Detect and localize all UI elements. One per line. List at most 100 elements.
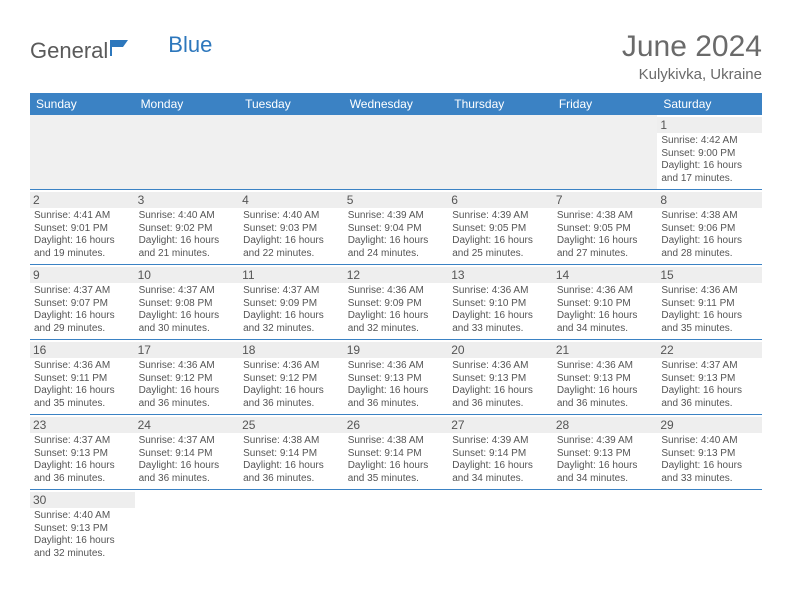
month-title: June 2024 [622,30,762,64]
empty-cell [448,490,553,565]
day-cell: 16 Sunrise: 4:36 AMSunset: 9:11 PMDayligh… [30,340,135,415]
day-number: 21 [553,342,658,358]
day-header-cell: Monday [135,93,240,115]
day-number: 3 [135,192,240,208]
day-number: 7 [553,192,658,208]
day-details: Sunrise: 4:39 AMSunset: 9:04 PMDaylight:… [348,210,445,260]
day-header-cell: Tuesday [239,93,344,115]
day-cell: 3 Sunrise: 4:40 AMSunset: 9:02 PMDaylight… [135,190,240,265]
day-details: Sunrise: 4:37 AMSunset: 9:08 PMDaylight:… [139,285,236,335]
day-details: Sunrise: 4:37 AMSunset: 9:09 PMDaylight:… [243,285,340,335]
logo: General Blue [30,38,212,64]
day-details: Sunrise: 4:36 AMSunset: 9:11 PMDaylight:… [661,285,758,335]
day-number: 29 [657,417,762,433]
day-header-cell: Saturday [657,93,762,115]
day-cell: 1Sunrise: 4:42 AMSunset: 9:00 PMDaylight… [657,115,762,190]
logo-text-2: Blue [168,32,212,58]
empty-cell [553,115,658,190]
empty-cell [553,490,658,565]
day-cell: 15 Sunrise: 4:36 AMSunset: 9:11 PMDayligh… [657,265,762,340]
day-details: Sunrise: 4:38 AMSunset: 9:05 PMDaylight:… [557,210,654,260]
day-details: Sunrise: 4:38 AMSunset: 9:06 PMDaylight:… [661,210,758,260]
day-details: Sunrise: 4:41 AMSunset: 9:01 PMDaylight:… [34,210,131,260]
day-details: Sunrise: 4:36 AMSunset: 9:13 PMDaylight:… [452,360,549,410]
day-cell: 13 Sunrise: 4:36 AMSunset: 9:10 PMDayligh… [448,265,553,340]
day-details: Sunrise: 4:36 AMSunset: 9:12 PMDaylight:… [139,360,236,410]
day-number: 15 [657,267,762,283]
day-cell: 27 Sunrise: 4:39 AMSunset: 9:14 PMDayligh… [448,415,553,490]
day-cell: 10 Sunrise: 4:37 AMSunset: 9:08 PMDayligh… [135,265,240,340]
calendar-head: SundayMondayTuesdayWednesdayThursdayFrid… [30,93,762,115]
day-details: Sunrise: 4:40 AMSunset: 9:02 PMDaylight:… [139,210,236,260]
day-details: Sunrise: 4:36 AMSunset: 9:09 PMDaylight:… [348,285,445,335]
day-cell: 4 Sunrise: 4:40 AMSunset: 9:03 PMDaylight… [239,190,344,265]
day-cell: 8 Sunrise: 4:38 AMSunset: 9:06 PMDaylight… [657,190,762,265]
day-details: Sunrise: 4:39 AMSunset: 9:05 PMDaylight:… [452,210,549,260]
day-cell: 21Sunrise: 4:36 AMSunset: 9:13 PMDayligh… [553,340,658,415]
day-details: Sunrise: 4:42 AMSunset: 9:00 PMDaylight:… [661,135,758,185]
empty-cell [344,115,449,190]
day-cell: 25 Sunrise: 4:38 AMSunset: 9:14 PMDayligh… [239,415,344,490]
day-details: Sunrise: 4:39 AMSunset: 9:14 PMDaylight:… [452,435,549,485]
day-details: Sunrise: 4:38 AMSunset: 9:14 PMDaylight:… [243,435,340,485]
location-label: Kulykivka, Ukraine [622,66,762,83]
day-number: 12 [344,267,449,283]
day-cell: 17Sunrise: 4:36 AMSunset: 9:12 PMDayligh… [135,340,240,415]
day-number: 2 [30,192,135,208]
title-block: June 2024 Kulykivka, Ukraine [622,30,762,83]
day-number: 10 [135,267,240,283]
day-header-cell: Wednesday [344,93,449,115]
calendar-page: General Blue June 2024 Kulykivka, Ukrain… [0,0,792,564]
day-details: Sunrise: 4:37 AMSunset: 9:13 PMDaylight:… [34,435,131,485]
day-details: Sunrise: 4:36 AMSunset: 9:10 PMDaylight:… [452,285,549,335]
day-number: 22 [657,342,762,358]
day-number: 4 [239,192,344,208]
day-cell: 14Sunrise: 4:36 AMSunset: 9:10 PMDayligh… [553,265,658,340]
day-header-cell: Thursday [448,93,553,115]
day-cell: 18 Sunrise: 4:36 AMSunset: 9:12 PMDayligh… [239,340,344,415]
day-cell: 22 Sunrise: 4:37 AMSunset: 9:13 PMDayligh… [657,340,762,415]
day-number: 25 [239,417,344,433]
day-details: Sunrise: 4:36 AMSunset: 9:11 PMDaylight:… [34,360,131,410]
week-row: 9Sunrise: 4:37 AMSunset: 9:07 PMDaylight… [30,265,762,340]
week-row: 16 Sunrise: 4:36 AMSunset: 9:11 PMDayligh… [30,340,762,415]
day-cell: 2 Sunrise: 4:41 AMSunset: 9:01 PMDaylight… [30,190,135,265]
day-number: 9 [30,267,135,283]
day-details: Sunrise: 4:40 AMSunset: 9:03 PMDaylight:… [243,210,340,260]
day-cell: 5Sunrise: 4:39 AMSunset: 9:04 PMDaylight… [344,190,449,265]
day-cell: 9Sunrise: 4:37 AMSunset: 9:07 PMDaylight… [30,265,135,340]
empty-cell [448,115,553,190]
empty-cell [30,115,135,190]
day-cell: 20Sunrise: 4:36 AMSunset: 9:13 PMDayligh… [448,340,553,415]
week-row: 23 Sunrise: 4:37 AMSunset: 9:13 PMDayligh… [30,415,762,490]
day-cell: 23 Sunrise: 4:37 AMSunset: 9:13 PMDayligh… [30,415,135,490]
calendar-table: SundayMondayTuesdayWednesdayThursdayFrid… [30,93,762,564]
day-number: 6 [448,192,553,208]
day-header-row: SundayMondayTuesdayWednesdayThursdayFrid… [30,93,762,115]
day-cell: 6 Sunrise: 4:39 AMSunset: 9:05 PMDaylight… [448,190,553,265]
day-number: 16 [30,342,135,358]
day-details: Sunrise: 4:36 AMSunset: 9:12 PMDaylight:… [243,360,340,410]
day-details: Sunrise: 4:37 AMSunset: 9:13 PMDaylight:… [661,360,758,410]
day-cell: 11Sunrise: 4:37 AMSunset: 9:09 PMDayligh… [239,265,344,340]
day-header-cell: Sunday [30,93,135,115]
day-number: 13 [448,267,553,283]
day-number: 23 [30,417,135,433]
empty-cell [239,490,344,565]
day-details: Sunrise: 4:40 AMSunset: 9:13 PMDaylight:… [34,510,131,560]
day-number: 27 [448,417,553,433]
day-details: Sunrise: 4:38 AMSunset: 9:14 PMDaylight:… [348,435,445,485]
empty-cell [135,115,240,190]
empty-cell [657,490,762,565]
day-number: 18 [239,342,344,358]
day-cell: 19Sunrise: 4:36 AMSunset: 9:13 PMDayligh… [344,340,449,415]
week-row: 1Sunrise: 4:42 AMSunset: 9:00 PMDaylight… [30,115,762,190]
day-details: Sunrise: 4:36 AMSunset: 9:13 PMDaylight:… [348,360,445,410]
page-header: General Blue June 2024 Kulykivka, Ukrain… [30,30,762,83]
day-number: 8 [657,192,762,208]
day-header-cell: Friday [553,93,658,115]
day-number: 24 [135,417,240,433]
day-number: 14 [553,267,658,283]
week-row: 30Sunrise: 4:40 AMSunset: 9:13 PMDayligh… [30,490,762,565]
empty-cell [135,490,240,565]
